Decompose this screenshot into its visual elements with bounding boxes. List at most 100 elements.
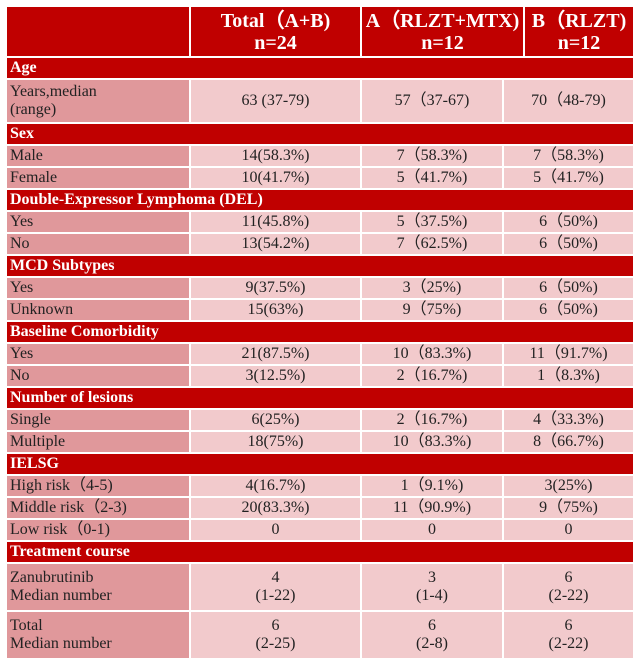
value-cell: 57（37-67) (362, 80, 502, 122)
value-cell: 3(25%) (504, 476, 633, 496)
value-cell: 6(25%) (191, 410, 360, 430)
section-title: IELSG (7, 454, 633, 474)
table-row: Zanubrutinib Median number 4 (1-22) 3 (1-4… (7, 564, 633, 610)
value-cell: 0 (362, 520, 502, 540)
value-cell: 3 (1-4) (362, 564, 502, 610)
section-header-row: Treatment course (7, 542, 633, 562)
value-cell: 2（16.7%) (362, 366, 502, 386)
value-cell: 10(41.7%) (191, 168, 360, 188)
table-row: No 13(54.2%) 7（62.5%) 6（50%) (7, 234, 633, 254)
section-title: MCD Subtypes (7, 256, 633, 276)
row-label: No (7, 366, 189, 386)
value-cell: 5（41.7%) (362, 168, 502, 188)
section-header-row: Sex (7, 124, 633, 144)
value-cell: 6（50%) (504, 234, 633, 254)
value-cell: 0 (504, 520, 633, 540)
value-cell: 11（91.7%) (504, 344, 633, 364)
value-cell: 15(63%) (191, 300, 360, 320)
table-row: Yes 21(87.5%) 10（83.3%) 11（91.7%) (7, 344, 633, 364)
table-row: Yes 11(45.8%) 5（37.5%) 6（50%) (7, 212, 633, 232)
section-header-row: MCD Subtypes (7, 256, 633, 276)
table-row: Male 14(58.3%) 7（58.3%) 7（58.3%) (7, 146, 633, 166)
section-title: Number of lesions (7, 388, 633, 408)
column-header (7, 7, 189, 56)
value-cell: 9（75%) (362, 300, 502, 320)
table-row: Unknown 15(63%) 9（75%) 6（50%) (7, 300, 633, 320)
value-cell: 3（25%) (362, 278, 502, 298)
value-cell: 6（50%) (504, 300, 633, 320)
section-title: Double-Expressor Lymphoma (DEL) (7, 190, 633, 210)
table-row: High risk（4-5) 4(16.7%) 1（9.1%) 3(25%) (7, 476, 633, 496)
section-title: Sex (7, 124, 633, 144)
value-cell: 14(58.3%) (191, 146, 360, 166)
table-row: Middle risk（2-3) 20(83.3%) 11（90.9%) 9（75%) (7, 498, 633, 518)
section-header-row: Age (7, 58, 633, 78)
value-cell: 1（9.1%) (362, 476, 502, 496)
section-header-row: IELSG (7, 454, 633, 474)
table-row: No 3(12.5%) 2（16.7%) 1（8.3%) (7, 366, 633, 386)
section-header-row: Number of lesions (7, 388, 633, 408)
table-row: Multiple 18(75%) 10（83.3%) 8（66.7%) (7, 432, 633, 452)
table-row: Years,median (range) 63 (37-79) 57（37-67) 7… (7, 80, 633, 122)
value-cell: 6 (2-8) (362, 612, 502, 658)
row-label: Yes (7, 212, 189, 232)
baseline-characteristics-table: Total（A+B) n=24 A（RLZT+MTX) n=12 B（RLZT) n… (7, 7, 633, 660)
row-label: Years,median (range) (7, 80, 189, 122)
value-cell: 5（37.5%) (362, 212, 502, 232)
value-cell: 6 (2-25) (191, 612, 360, 658)
value-cell: 7（62.5%) (362, 234, 502, 254)
row-label: Male (7, 146, 189, 166)
section-title: Baseline Comorbidity (7, 322, 633, 342)
section-title: Treatment course (7, 542, 633, 562)
value-cell: 10（83.3%) (362, 344, 502, 364)
header-row: Total（A+B) n=24 A（RLZT+MTX) n=12 B（RLZT) n… (7, 7, 633, 56)
row-label: No (7, 234, 189, 254)
row-label: Yes (7, 344, 189, 364)
value-cell: 70（48-79) (504, 80, 633, 122)
value-cell: 11(45.8%) (191, 212, 360, 232)
row-label: Yes (7, 278, 189, 298)
section-title: Age (7, 58, 633, 78)
value-cell: 5（41.7%) (504, 168, 633, 188)
value-cell: 4（33.3%) (504, 410, 633, 430)
section-header-row: Baseline Comorbidity (7, 322, 633, 342)
table-row: Total Median number 6 (2-25) 6 (2-8) 6 (2-2… (7, 612, 633, 658)
value-cell: 1（8.3%) (504, 366, 633, 386)
row-label: Zanubrutinib Median number (7, 564, 189, 610)
value-cell: 0 (191, 520, 360, 540)
column-header: A（RLZT+MTX) n=12 (362, 7, 523, 56)
column-header: B（RLZT) n=12 (525, 7, 633, 56)
value-cell: 6（50%) (504, 278, 633, 298)
row-label: Multiple (7, 432, 189, 452)
value-cell: 7（58.3%) (362, 146, 502, 166)
value-cell: 3(12.5%) (191, 366, 360, 386)
value-cell: 20(83.3%) (191, 498, 360, 518)
value-cell: 18(75%) (191, 432, 360, 452)
value-cell: 4 (1-22) (191, 564, 360, 610)
row-label: Total Median number (7, 612, 189, 658)
table-row: Yes 9(37.5%) 3（25%) 6（50%) (7, 278, 633, 298)
table-row: Single 6(25%) 2（16.7%) 4（33.3%) (7, 410, 633, 430)
table-row: Female 10(41.7%) 5（41.7%) 5（41.7%) (7, 168, 633, 188)
value-cell: 4(16.7%) (191, 476, 360, 496)
section-header-row: Double-Expressor Lymphoma (DEL) (7, 190, 633, 210)
row-label: Unknown (7, 300, 189, 320)
row-label: Middle risk（2-3) (7, 498, 189, 518)
value-cell: 11（90.9%) (362, 498, 502, 518)
value-cell: 13(54.2%) (191, 234, 360, 254)
value-cell: 6 (2-22) (504, 564, 633, 610)
value-cell: 6 (2-22) (504, 612, 633, 658)
value-cell: 9(37.5%) (191, 278, 360, 298)
value-cell: 63 (37-79) (191, 80, 360, 122)
value-cell: 8（66.7%) (504, 432, 633, 452)
value-cell: 7（58.3%) (504, 146, 633, 166)
column-header: Total（A+B) n=24 (191, 7, 360, 56)
row-label: Single (7, 410, 189, 430)
value-cell: 9（75%) (504, 498, 633, 518)
row-label: Female (7, 168, 189, 188)
value-cell: 2（16.7%) (362, 410, 502, 430)
row-label: High risk（4-5) (7, 476, 189, 496)
value-cell: 6（50%) (504, 212, 633, 232)
table-row: Low risk（0-1) 0 0 0 (7, 520, 633, 540)
row-label: Low risk（0-1) (7, 520, 189, 540)
